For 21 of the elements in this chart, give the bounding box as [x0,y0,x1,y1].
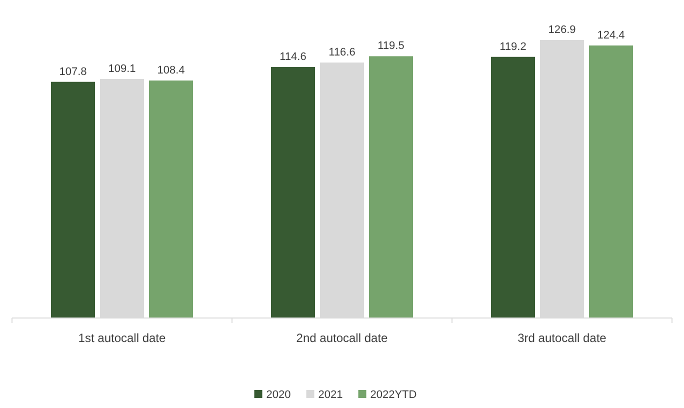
x-tick-label: 1st autocall date [78,331,166,345]
data-label: 116.6 [328,46,356,59]
legend-label: 2022YTD [370,389,417,401]
bar [149,80,193,318]
legend-label: 2021 [318,389,343,401]
x-tick-label: 3rd autocall date [518,331,607,345]
data-label: 119.2 [500,40,526,53]
bar [271,66,315,318]
data-label: 108.4 [157,64,185,77]
data-label: 107.8 [59,66,87,78]
legend-label: 2020 [266,389,291,401]
data-label: 109.1 [108,62,136,75]
data-label: 114.6 [280,50,306,63]
data-label: 119.5 [378,40,404,52]
data-label: 124.4 [597,29,625,42]
data-label: 126.9 [548,24,576,36]
bar [491,56,535,318]
x-tick-label: 2nd autocall date [296,331,388,345]
bar [51,82,95,318]
bar [369,56,413,318]
bar [589,45,633,318]
